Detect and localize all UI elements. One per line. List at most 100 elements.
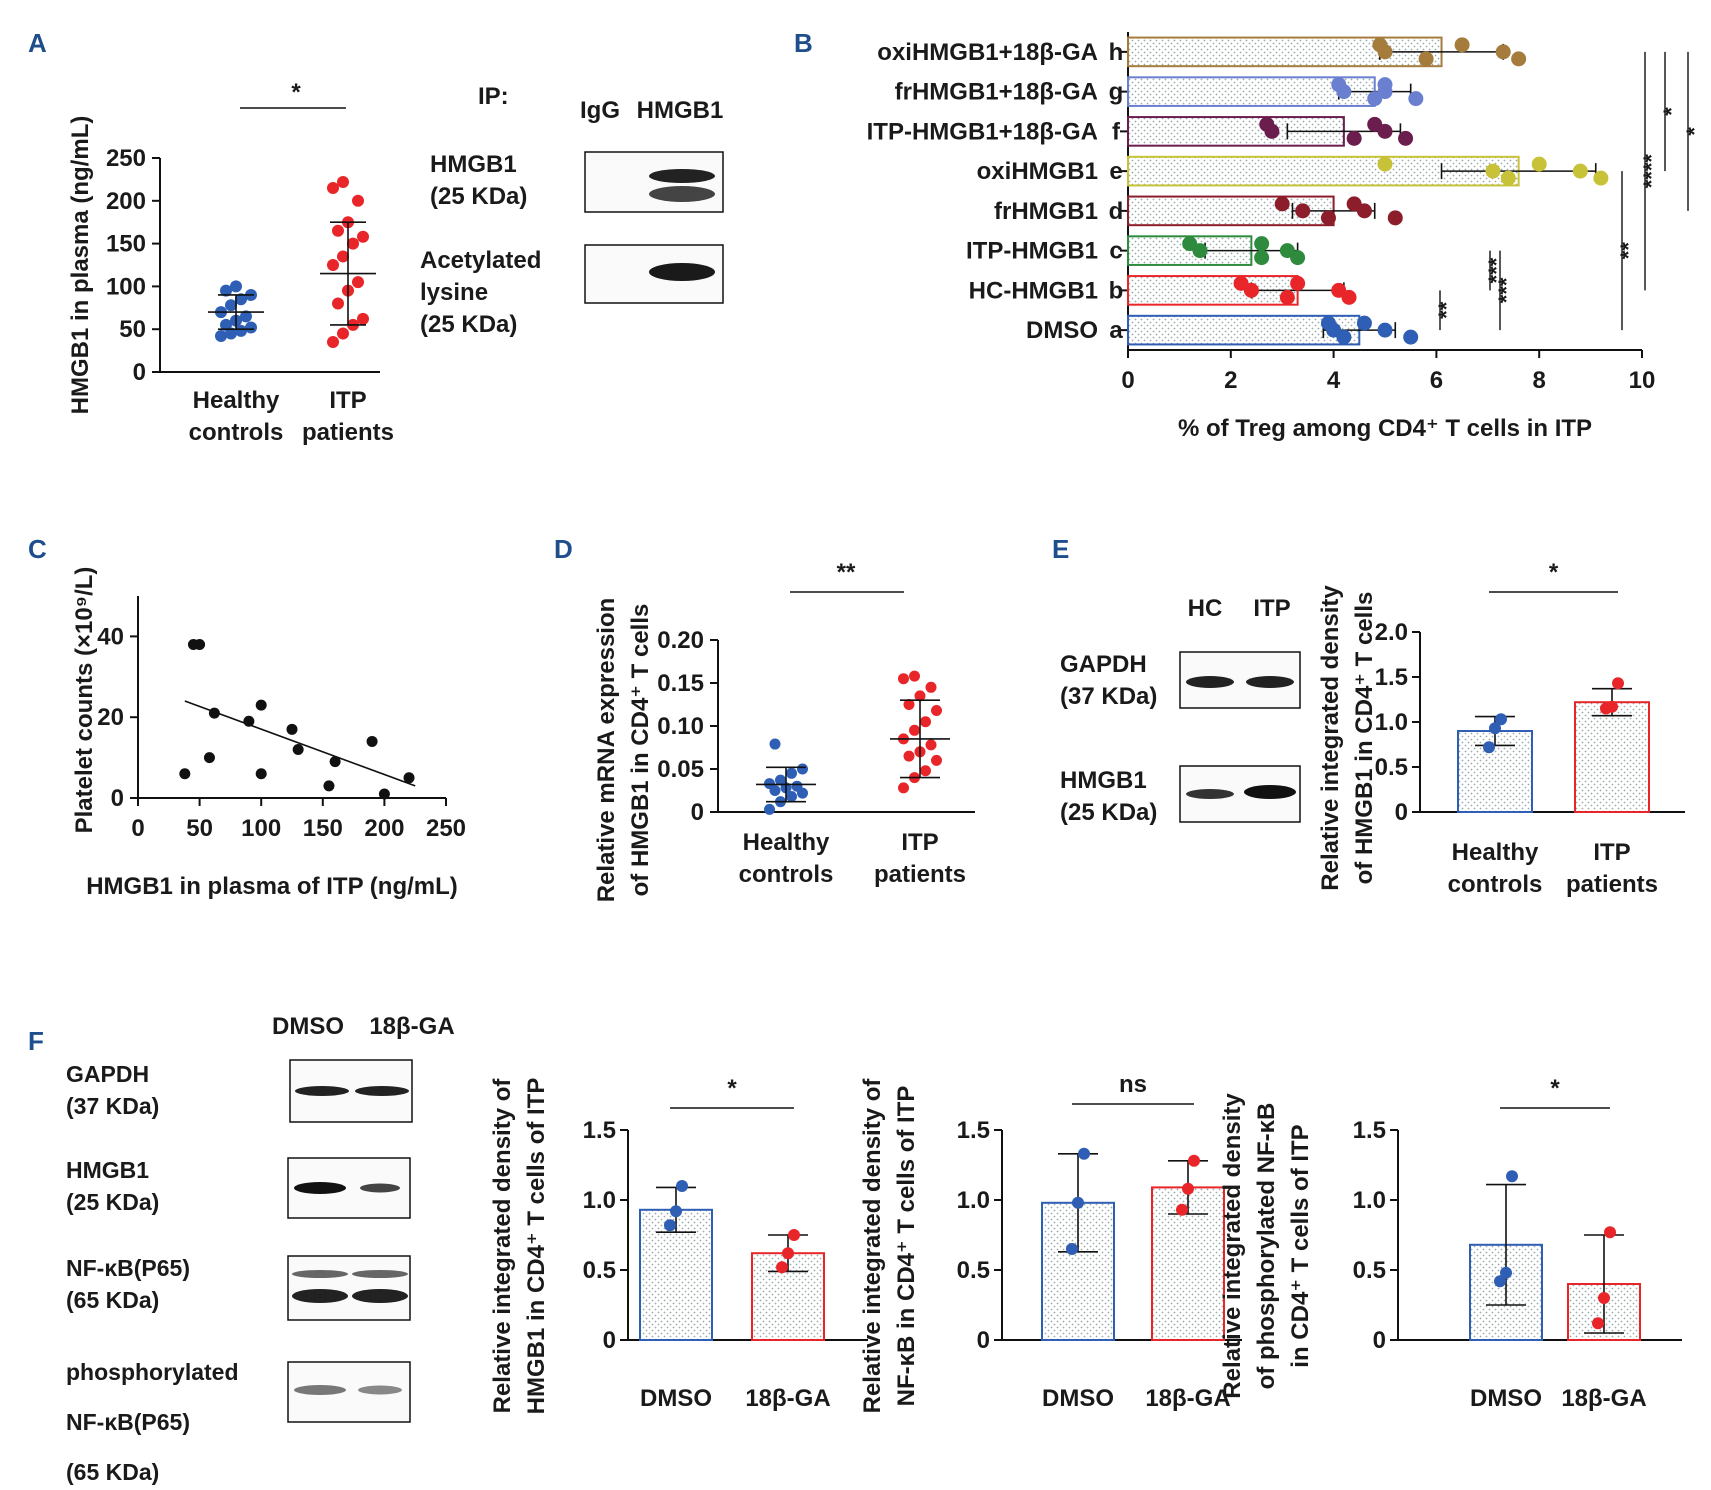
y-axis-label-f1-line: Relative integrated density of xyxy=(489,1078,516,1414)
y-tick-label-e: 1.0 xyxy=(1375,709,1408,736)
bar-b xyxy=(1127,314,1361,346)
data-point-f1 xyxy=(676,1180,688,1192)
data-point-b xyxy=(1264,123,1280,139)
blot-band-a xyxy=(649,186,715,202)
y-axis-label-f2-line: Relative integrated density of xyxy=(859,1078,886,1414)
data-point-f3 xyxy=(1598,1292,1610,1304)
x-category-label-f3: DMSO xyxy=(1470,1385,1542,1412)
y-tick-label-d-line: 0.20 xyxy=(657,627,704,654)
bar-label-b-line: ITP-HMGB1 xyxy=(966,238,1098,265)
x-tick-label-b-line: 8 xyxy=(1533,367,1546,394)
data-point-c xyxy=(329,756,341,768)
y-tick-label-a-line: 250 xyxy=(106,145,146,172)
blot-lane-label-f: 18β-GA xyxy=(369,1013,454,1040)
data-point-f2 xyxy=(1066,1243,1078,1255)
data-point-a xyxy=(235,293,247,306)
data-point-c xyxy=(378,788,390,800)
bar-letter-b: a xyxy=(1109,317,1123,344)
data-point-d xyxy=(769,738,781,750)
y-tick-label-a-line: 0 xyxy=(133,359,146,386)
x-category-label-f2-line: DMSO xyxy=(1042,1385,1114,1412)
blot-box-f xyxy=(287,1255,411,1321)
data-point-c xyxy=(179,768,191,780)
data-point-e xyxy=(1483,741,1495,754)
data-point-a xyxy=(332,224,344,237)
y-tick-label-d: 0.10 xyxy=(657,713,704,740)
y-tick-label-e: 2.0 xyxy=(1375,619,1408,646)
y-axis-label-f2-group: Relative integrated density of NF-κB in C… xyxy=(859,1078,920,1414)
y-tick-label-a: 250 xyxy=(106,145,146,172)
data-point-c xyxy=(292,744,304,756)
x-tick-label-b: 2 xyxy=(1224,367,1237,394)
blot-lane-label-f-line: DMSO xyxy=(272,1013,344,1040)
data-point-b xyxy=(1377,84,1393,100)
x-category-label-f1-line: DMSO xyxy=(640,1385,712,1412)
x-category-label-d-line: ITP xyxy=(901,829,938,856)
data-point-b xyxy=(1346,130,1362,146)
data-point-b xyxy=(1495,44,1511,60)
significance-label-f1: * xyxy=(727,1075,737,1102)
data-point-b xyxy=(1336,84,1352,100)
x-tick-label-c: 0 xyxy=(131,815,144,842)
data-point-b xyxy=(1356,315,1372,331)
data-point-f1 xyxy=(670,1205,682,1218)
blot-band-f xyxy=(358,1385,402,1395)
data-point-c xyxy=(255,699,267,711)
bar-letter-b-line: a xyxy=(1109,317,1123,344)
blot-row-label-e-line: (37 KDa) xyxy=(1060,683,1157,710)
blot-lane-label-a: HMGB1 xyxy=(637,97,724,124)
significance-label-b: **** xyxy=(1639,154,1664,189)
blot-lane-label-e-line: HC xyxy=(1188,595,1223,622)
blot-row-label-a: Acetylated lysine (25 KDa) xyxy=(420,247,541,338)
data-point-f2 xyxy=(1182,1182,1194,1195)
significance-label-b-group: *** xyxy=(1484,257,1509,283)
y-tick-label-d-line: 0.05 xyxy=(657,756,704,783)
panel-letter-d-line: D xyxy=(554,534,573,564)
y-axis-label-f3-line: in CD4⁺ T cells of ITP xyxy=(1287,1124,1314,1367)
data-point-d xyxy=(764,803,775,815)
y-axis-label-a-line: HMGB1 in plasma (ng/mL) xyxy=(67,116,94,415)
blot-band-f xyxy=(355,1086,409,1096)
x-category-label-d-line: controls xyxy=(739,861,834,888)
bar-label-b-line: frHMGB1 xyxy=(994,198,1098,225)
blot-band-a xyxy=(649,169,715,183)
y-tick-label-c: 40 xyxy=(97,623,124,650)
data-point-a xyxy=(245,321,257,334)
x-tick-label-c: 200 xyxy=(364,815,404,842)
data-point-c xyxy=(255,768,267,780)
x-category-label-f1: 18β-GA xyxy=(745,1385,830,1412)
y-tick-label-e: 1.5 xyxy=(1375,664,1408,691)
significance-label-b: ** xyxy=(1434,301,1459,319)
blot-band-f xyxy=(295,1086,349,1096)
significance-label-e: * xyxy=(1549,559,1559,586)
data-point-a xyxy=(215,330,227,343)
blot-lane-label-f: DMSO xyxy=(272,1013,344,1040)
blot-band-f xyxy=(294,1385,346,1395)
data-point-d xyxy=(909,670,920,682)
x-tick-label-b: 4 xyxy=(1327,367,1341,394)
ip-label-line: IP: xyxy=(478,83,509,110)
bar-label-b: frHMGB1 xyxy=(994,198,1098,225)
blot-band-e xyxy=(1186,789,1234,799)
y-tick-label-f3: 0.5 xyxy=(1353,1257,1386,1284)
blot-lane-label-e: ITP xyxy=(1253,595,1290,622)
panel-letter-f: F xyxy=(28,1026,44,1056)
blot-row-label-f: HMGB1 (25 KDa) xyxy=(66,1157,159,1215)
x-tick-label-c-line: 0 xyxy=(131,815,144,842)
data-point-b xyxy=(1593,170,1609,186)
x-tick-label-b: 8 xyxy=(1533,367,1546,394)
data-point-a xyxy=(357,312,369,325)
significance-label-b: *** xyxy=(1494,277,1519,303)
y-tick-label-c-line: 20 xyxy=(97,704,124,731)
significance-label-f3-line: * xyxy=(1550,1075,1560,1102)
y-axis-label-e-line: Relative integrated density xyxy=(1317,585,1344,891)
data-point-a xyxy=(327,336,339,349)
x-category-label-f1: DMSO xyxy=(640,1385,712,1412)
blot-band-e xyxy=(1186,676,1234,688)
blot-band-f xyxy=(360,1183,400,1193)
x-tick-label-b-line: 6 xyxy=(1430,367,1443,394)
data-point-f1 xyxy=(664,1219,676,1232)
y-tick-label-e-line: 1.0 xyxy=(1375,709,1408,736)
y-tick-label-f1-line: 1.5 xyxy=(583,1117,616,1144)
bar-label-b: oxiHMGB1 xyxy=(977,158,1098,185)
